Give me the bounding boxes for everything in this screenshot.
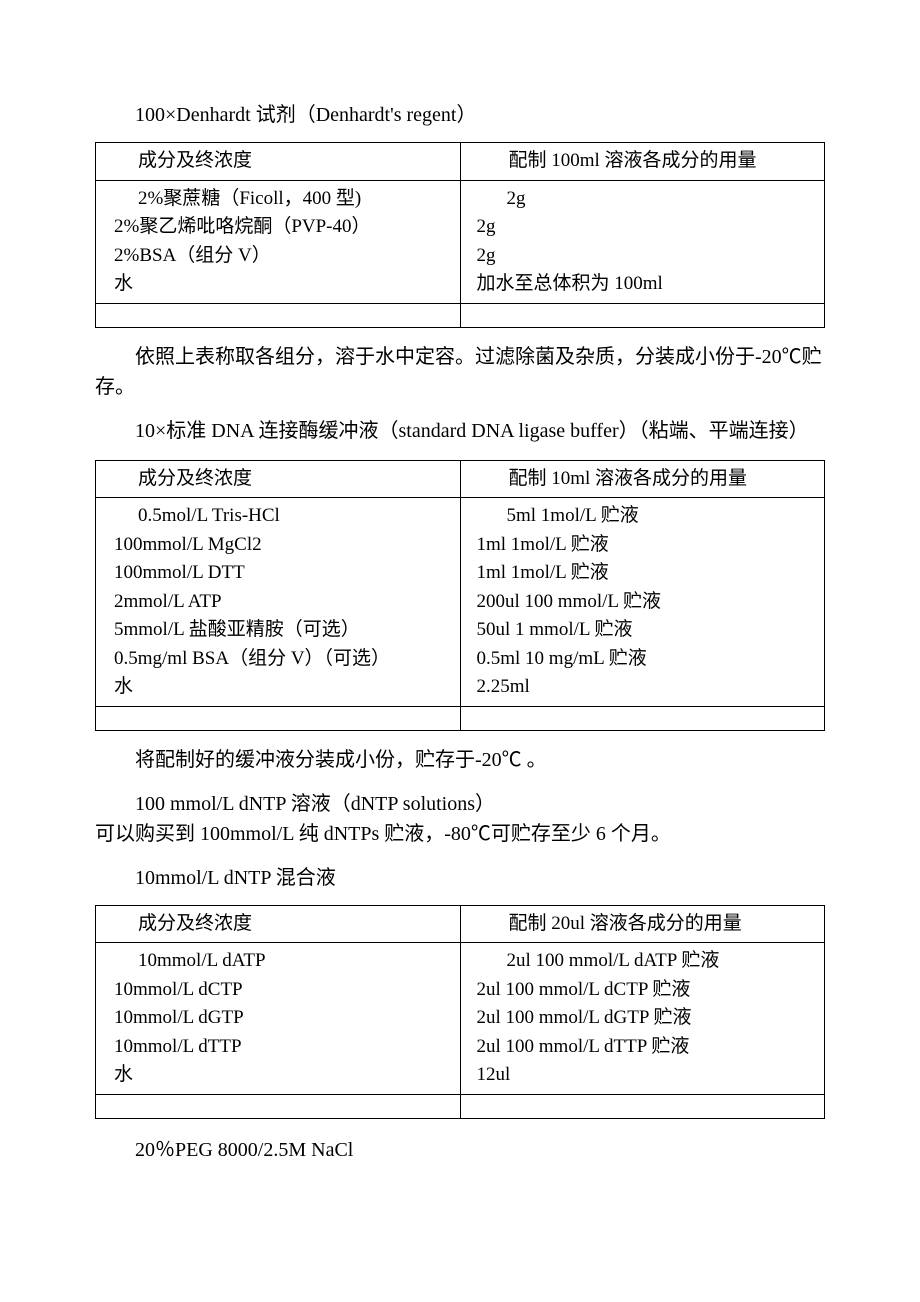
table-row: 成分及终浓度 配制 100ml 溶液各成分的用量 bbox=[96, 143, 825, 181]
table-row: 10mmol/L dATP 10mmol/L dCTP 10mmol/L dGTP… bbox=[96, 943, 825, 1095]
section5-title: 20％PEG 8000/2.5M NaCl bbox=[95, 1135, 825, 1165]
cell-first-line: 0.5mol/L Tris-HCl bbox=[114, 502, 454, 531]
table-row bbox=[96, 1094, 825, 1118]
table-header-left: 成分及终浓度 bbox=[96, 143, 461, 181]
table-header-left: 成分及终浓度 bbox=[96, 905, 461, 943]
table-cell-amounts: 2ul 100 mmol/L dATP 贮液 2ul 100 mmol/L dCT… bbox=[460, 943, 825, 1095]
empty-cell bbox=[460, 706, 825, 730]
table-ligase-buffer: 成分及终浓度 配制 10ml 溶液各成分的用量 0.5mol/L Tris-HC… bbox=[95, 460, 825, 731]
table-header-right: 配制 10ml 溶液各成分的用量 bbox=[460, 460, 825, 498]
section1-note: 依照上表称取各组分，溶于水中定容。过滤除菌及杂质，分装成小份于-20℃贮存。 bbox=[95, 342, 825, 402]
table-header-left: 成分及终浓度 bbox=[96, 460, 461, 498]
table-row: 0.5mol/L Tris-HCl 100mmol/L MgCl2 100mmol… bbox=[96, 498, 825, 707]
section2-note: 将配制好的缓冲液分装成小份，贮存于-20℃ 。 bbox=[95, 745, 825, 775]
table-header-right: 配制 20ul 溶液各成分的用量 bbox=[460, 905, 825, 943]
table-cell-amounts: 5ml 1mol/L 贮液 1ml 1mol/L 贮液 1ml 1mol/L 贮液… bbox=[460, 498, 825, 707]
cell-rest: 2g 2g 加水至总体积为 100ml bbox=[477, 216, 663, 294]
cell-rest: 2ul 100 mmol/L dCTP 贮液 2ul 100 mmol/L dG… bbox=[477, 979, 692, 1086]
table-row: 成分及终浓度 配制 20ul 溶液各成分的用量 bbox=[96, 905, 825, 943]
cell-first-line: 10mmol/L dATP bbox=[114, 947, 454, 976]
cell-first-line: 5ml 1mol/L 贮液 bbox=[477, 502, 819, 531]
table-row: 2%聚蔗糖（Ficoll，400 型)2%聚乙烯吡咯烷酮（PVP-40） 2%B… bbox=[96, 180, 825, 303]
cell-first-line: 2ul 100 mmol/L dATP 贮液 bbox=[477, 947, 819, 976]
section1-title: 100×Denhardt 试剂（Denhardt's regent） bbox=[95, 100, 825, 130]
section4-title: 10mmol/L dNTP 混合液 bbox=[95, 863, 825, 893]
empty-cell bbox=[460, 1094, 825, 1118]
table-row bbox=[96, 303, 825, 327]
table-denhardt: 成分及终浓度 配制 100ml 溶液各成分的用量 2%聚蔗糖（Ficoll，40… bbox=[95, 142, 825, 328]
empty-cell bbox=[460, 303, 825, 327]
cell-first-line: 2%聚蔗糖（Ficoll，400 型) bbox=[114, 185, 454, 214]
cell-rest: 1ml 1mol/L 贮液 1ml 1mol/L 贮液 200ul 100 mm… bbox=[477, 534, 662, 698]
empty-cell bbox=[96, 303, 461, 327]
cell-first-line: 2g bbox=[477, 185, 819, 214]
cell-rest: 10mmol/L dCTP 10mmol/L dGTP 10mmol/L dTT… bbox=[114, 979, 244, 1086]
table-header-right: 配制 100ml 溶液各成分的用量 bbox=[460, 143, 825, 181]
table-row bbox=[96, 706, 825, 730]
empty-cell bbox=[96, 706, 461, 730]
section2-title: 10×标准 DNA 连接酶缓冲液（standard DNA ligase buf… bbox=[95, 416, 825, 446]
section3-line2: 可以购买到 100mmol/L 纯 dNTPs 贮液，-80℃可贮存至少 6 个… bbox=[95, 819, 825, 849]
table-cell-components: 0.5mol/L Tris-HCl 100mmol/L MgCl2 100mmol… bbox=[96, 498, 461, 707]
cell-rest: 2%聚乙烯吡咯烷酮（PVP-40） 2%BSA（组分 V） 水 bbox=[114, 216, 371, 294]
table-dntp-mix: 成分及终浓度 配制 20ul 溶液各成分的用量 10mmol/L dATP10m… bbox=[95, 905, 825, 1119]
table-row: 成分及终浓度 配制 10ml 溶液各成分的用量 bbox=[96, 460, 825, 498]
cell-rest: 100mmol/L MgCl2 100mmol/L DTT 2mmol/L AT… bbox=[114, 534, 390, 698]
table-cell-amounts: 2g2g 2g 加水至总体积为 100ml bbox=[460, 180, 825, 303]
section3-title: 100 mmol/L dNTP 溶液（dNTP solutions） bbox=[95, 789, 825, 819]
table-cell-components: 10mmol/L dATP 10mmol/L dCTP 10mmol/L dGTP… bbox=[96, 943, 461, 1095]
table-cell-components: 2%聚蔗糖（Ficoll，400 型)2%聚乙烯吡咯烷酮（PVP-40） 2%B… bbox=[96, 180, 461, 303]
empty-cell bbox=[96, 1094, 461, 1118]
